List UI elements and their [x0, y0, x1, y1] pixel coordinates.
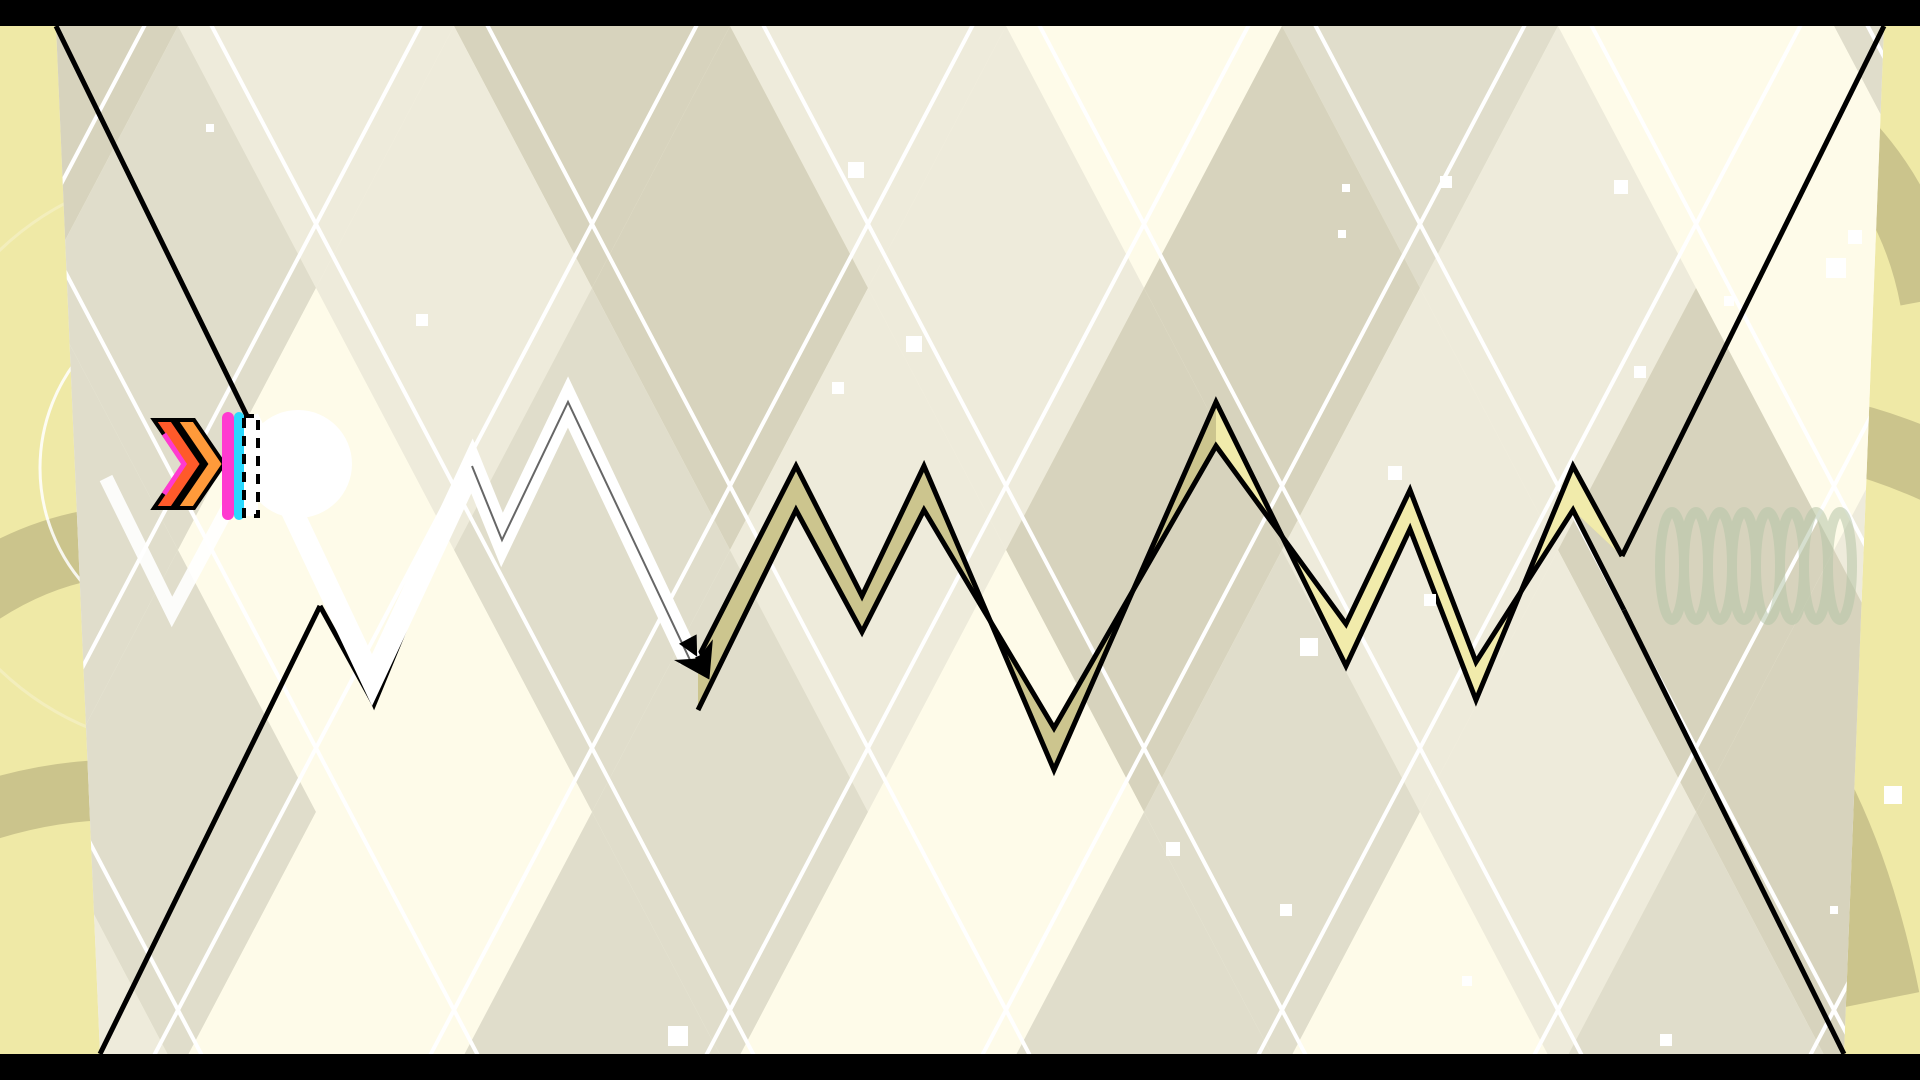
particle	[1848, 230, 1862, 244]
particle	[1388, 466, 1402, 480]
wave-trail	[99, 376, 700, 706]
particle	[1884, 786, 1902, 804]
particle	[848, 162, 864, 178]
particle	[1424, 594, 1436, 606]
tile-edge	[314, 26, 1056, 1054]
wave-trail-inner	[471, 399, 691, 661]
tile-edge	[56, 26, 504, 1054]
wave-portal-icon	[150, 410, 352, 520]
tile-edge	[404, 26, 1146, 1054]
particle	[906, 336, 922, 352]
wave-trail-ghost	[99, 474, 251, 628]
tile-edge	[680, 26, 1422, 1054]
particle	[832, 382, 844, 394]
particle	[1830, 906, 1838, 914]
speed-portal-ring	[1823, 507, 1857, 625]
corridor-floor-main	[695, 441, 1627, 733]
particles	[206, 124, 1902, 1046]
wave-arrow-icon	[674, 634, 713, 680]
particle	[1660, 1034, 1672, 1046]
particle	[1300, 638, 1318, 656]
tile-edge	[590, 26, 1332, 1054]
tile-edge	[866, 26, 1608, 1054]
portal-ring	[222, 412, 260, 520]
particle	[416, 314, 428, 326]
tile-edge	[56, 26, 594, 1054]
frame-edge-left-lower	[97, 604, 323, 1056]
level-frame	[53, 24, 1887, 1056]
portal-chevron	[150, 418, 227, 510]
frame-edge-left-upper	[53, 24, 251, 420]
particle	[1166, 842, 1180, 856]
diamond-tile	[56, 812, 178, 1054]
tile-edge	[128, 26, 870, 1054]
particle	[1440, 176, 1452, 188]
frame-edge-right-lower	[1621, 608, 1847, 1056]
particle	[1462, 976, 1472, 986]
tile-edge	[956, 26, 1698, 1054]
particle	[1338, 230, 1346, 238]
tile-edge	[1232, 26, 1884, 1054]
diamond-tile	[178, 812, 454, 1054]
particle	[1280, 904, 1292, 916]
letterbox-bottom	[0, 1054, 1920, 1080]
frame-edge-right-upper	[1619, 24, 1887, 558]
tile-edge	[1418, 26, 1884, 1054]
speed-portal-icon	[1655, 507, 1857, 625]
particle	[668, 1026, 688, 1046]
diamond-tile	[454, 812, 730, 1054]
tile-edge	[56, 26, 780, 1054]
particle	[206, 124, 214, 132]
particle	[1826, 258, 1846, 278]
tile-edge	[1142, 26, 1884, 1054]
letterbox-top	[0, 0, 1920, 26]
diamond-tile	[1006, 812, 1282, 1054]
diamond-tile	[730, 812, 1006, 1054]
portal-glow	[244, 410, 352, 518]
particle	[1614, 180, 1628, 194]
particle	[1342, 184, 1350, 192]
particle	[1634, 366, 1646, 378]
corridor-fill	[698, 402, 1622, 770]
diamond-tile	[1558, 812, 1834, 1054]
particle	[1724, 296, 1734, 306]
tile-edge	[56, 26, 228, 1054]
diamond-tile	[1282, 812, 1558, 1054]
